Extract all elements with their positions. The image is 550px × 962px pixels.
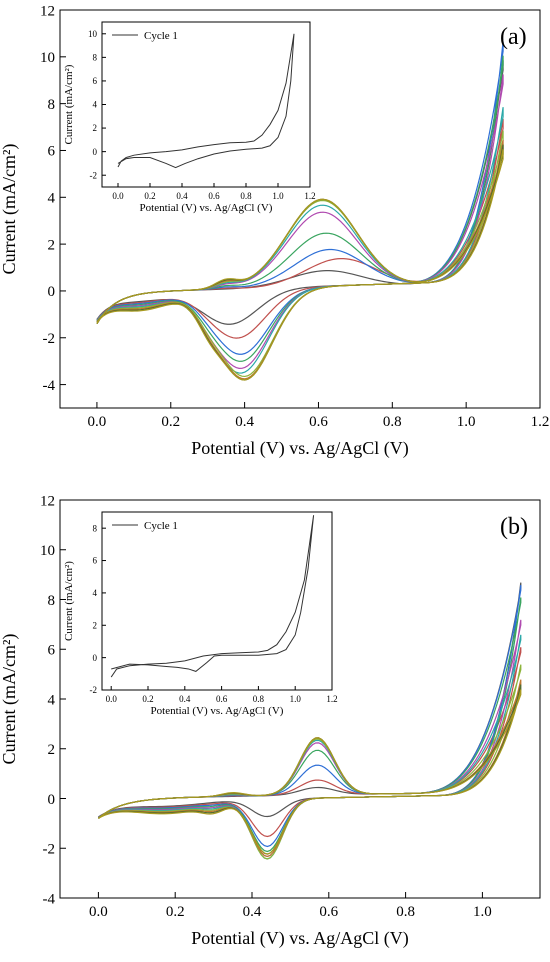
panel-b-y-tick-label: 4	[48, 692, 56, 708]
panel-a-inset-curve	[117, 33, 295, 169]
panel-a-cycle-7-series	[96, 130, 504, 378]
panel-a-inset-x-axis-label: Potential (V) vs. Ag/AgCl (V)	[140, 202, 273, 214]
panel-a-x-tick-label: 0.4	[235, 414, 254, 430]
panel-b-x-tick-label: 1.0	[473, 904, 492, 920]
panel-a-axes: 0.0 0.2 0.4 0.6 0.8 1.0 1.2 -4 -2 0 2 4 6 8 10 12	[40, 3, 549, 430]
panel-a-y-tick-label: 2	[48, 237, 56, 253]
panel-a-inset-y-tick-label: 10	[88, 29, 98, 39]
panel-a-inset-x-tick-label: 1.0	[272, 191, 284, 201]
panel-b-x-axis-label: Potential (V) vs. Ag/AgCl (V)	[191, 928, 409, 949]
panel-a-inset-y-tick-label: 4	[93, 100, 98, 110]
panel-b-inset-cycle-1-series	[110, 515, 315, 678]
panel-a-x-tick-label: 1.0	[457, 414, 476, 430]
panel-a-inset-y-tick-label: 0	[93, 147, 98, 157]
panel-b-y-tick-label: -4	[43, 891, 56, 907]
panel-b-y-tick-label: 8	[48, 593, 56, 609]
panel-a-inset-legend-label: Cycle 1	[144, 30, 178, 42]
panel-b-inset-y-tick-label: 6	[93, 556, 98, 566]
panel-b-inset-y-tick-label: 4	[93, 588, 98, 598]
panel-a-inset-x-tick-label: 0.2	[144, 191, 155, 201]
panel-b-inset-axes: 0.0 0.2 0.4 0.6 0.8 1.0 1.2 -2 0 2 4 6 8	[90, 523, 338, 704]
panel-b-inset-y-tick-label: 2	[93, 620, 98, 630]
panel-b-x-tick-label: 0.0	[89, 904, 108, 920]
panel-b-y-tick-label: 0	[48, 792, 56, 808]
panel-a-inset-frame	[101, 21, 311, 188]
panel-a: 0.0 0.2 0.4 0.6 0.8 1.0 1.2 -4 -2 0 2 4 6 8 10 12 (a) P…	[0, 3, 549, 459]
panel-b: 0.0 0.2 0.4 0.6 0.8 1.0 -4 -2 0 2 4 6 8 10 12 (b) Pote…	[0, 493, 541, 949]
panel-a-inset-y-tick-label: -2	[90, 170, 98, 180]
panel-a-y-axis-label: Current (mA/cm²)	[0, 144, 20, 275]
panel-a-x-tick-label: 0.2	[161, 414, 180, 430]
panel-b-inset-x-tick-label: 1.0	[290, 694, 302, 704]
panel-b-x-tick-label: 0.4	[243, 904, 262, 920]
panel-a-cycle-3-series	[96, 41, 504, 355]
panel-b-y-tick-label: 2	[48, 742, 56, 758]
panel-a-inset-x-tick-label: 0.0	[112, 191, 124, 201]
panel-a-inset-y-tick-label: 8	[93, 53, 98, 63]
panel-b-inset-x-tick-label: 0.2	[142, 694, 153, 704]
panel-b-y-tick-label: 10	[40, 543, 55, 559]
panel-a-plot-frame	[59, 9, 541, 409]
panel-b-inset-x-axis-label: Potential (V) vs. Ag/AgCl (V)	[151, 705, 284, 717]
panel-a-y-tick-label: 10	[40, 50, 55, 66]
panel-b-inset-x-tick-label: 0.8	[253, 694, 265, 704]
panel-b-y-tick-label: -2	[43, 842, 56, 858]
panel-a-y-tick-label: -2	[43, 331, 56, 347]
panel-a-inset-y-tick-label: 6	[93, 76, 98, 86]
panel-b-inset-x-tick-label: 1.2	[326, 694, 337, 704]
panel-a-x-tick-label: 0.0	[88, 414, 107, 430]
panel-a-cycle-2-series	[96, 118, 504, 339]
panel-b-x-tick-label: 0.2	[166, 904, 185, 920]
panel-a-cycle-4-series	[96, 55, 504, 362]
panel-a-inset: 0.0 0.2 0.4 0.6 0.8 1.0 1.2 -2 0 2 4 6 8 10 Cycle 1 P…	[63, 21, 316, 214]
panel-a-cycle-10-series	[96, 149, 504, 381]
panel-a-y-tick-label: 4	[48, 191, 56, 207]
panel-b-inset-y-tick-label: -2	[90, 685, 98, 695]
panel-b-inset-legend-label: Cycle 1	[144, 520, 178, 532]
panel-b-x-tick-label: 0.6	[319, 904, 338, 920]
panel-a-inset-x-tick-label: 0.8	[240, 191, 252, 201]
panel-a-inset-x-tick-label: 0.4	[176, 191, 188, 201]
panel-b-inset-x-tick-label: 0.0	[106, 694, 118, 704]
panel-a-label: (a)	[500, 24, 527, 50]
panel-a-inset-x-tick-label: 0.6	[208, 191, 220, 201]
panel-b-cycle-10-series	[98, 689, 522, 855]
panel-a-cycle-5-series	[96, 74, 504, 369]
panel-b-inset-y-axis-label: Current (mA/cm²)	[63, 561, 75, 641]
panel-a-x-tick-label: 1.2	[531, 414, 550, 430]
panel-b-inset-frame	[101, 511, 333, 691]
panel-a-y-tick-label: 8	[48, 97, 56, 113]
panel-b-y-tick-label: 12	[40, 493, 55, 509]
panel-b-inset: 0.0 0.2 0.4 0.6 0.8 1.0 1.2 -2 0 2 4 6 8 Cycle 1 Pot…	[63, 511, 338, 717]
panel-a-y-tick-label: -4	[43, 378, 56, 394]
panel-a-cv-curves	[96, 41, 504, 381]
panel-b-label: (b)	[500, 514, 528, 540]
panel-b-y-tick-label: 6	[48, 643, 56, 659]
panel-b-inset-x-tick-label: 0.4	[179, 694, 191, 704]
panel-b-x-tick-label: 0.8	[396, 904, 415, 920]
panel-a-y-tick-label: 12	[40, 3, 55, 19]
panel-b-inset-x-tick-label: 0.6	[216, 694, 228, 704]
panel-b-cv-curves	[98, 582, 522, 860]
panel-b-inset-y-tick-label: 0	[93, 653, 98, 663]
panel-a-inset-x-tick-label: 1.2	[304, 191, 315, 201]
panel-a-y-tick-label: 0	[48, 284, 56, 300]
panel-b-inset-curve	[110, 515, 315, 678]
panel-a-x-axis-label: Potential (V) vs. Ag/AgCl (V)	[191, 438, 409, 459]
panel-b-cycle-7-series	[98, 664, 522, 860]
panel-b-y-axis-label: Current (mA/cm²)	[0, 634, 20, 765]
panel-a-inset-y-tick-label: 2	[93, 123, 98, 133]
panel-a-inset-cycle-1-series	[117, 33, 295, 169]
panel-a-inset-axes: 0.0 0.2 0.4 0.6 0.8 1.0 1.2 -2 0 2 4 6 8 10	[88, 29, 316, 201]
panel-a-y-tick-label: 6	[48, 144, 56, 160]
panel-a-inset-y-axis-label: Current (mA/cm²)	[63, 64, 75, 144]
panel-b-axes: 0.0 0.2 0.4 0.6 0.8 1.0 -4 -2 0 2 4 6 8 10 12	[40, 493, 492, 920]
panel-a-x-tick-label: 0.8	[383, 414, 402, 430]
panel-a-x-tick-label: 0.6	[309, 414, 328, 430]
panel-b-inset-y-tick-label: 8	[93, 523, 98, 533]
